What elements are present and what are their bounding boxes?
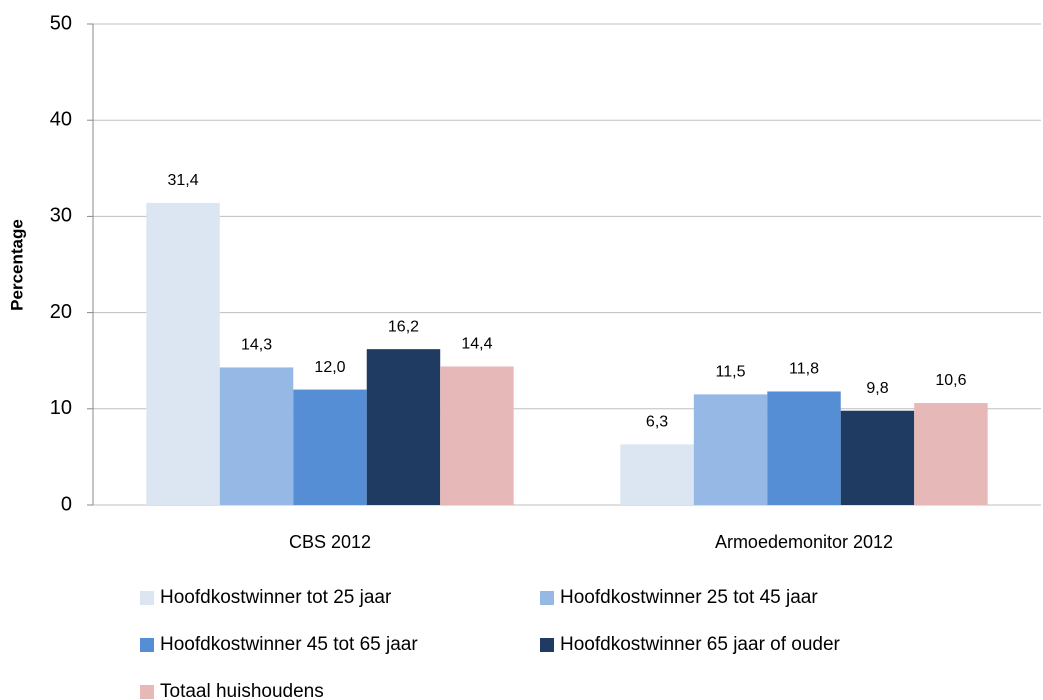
y-tick-label: 50 [50, 12, 72, 34]
data-label: 14,4 [461, 336, 492, 353]
bar [767, 391, 841, 505]
legend-swatch [140, 638, 154, 652]
data-label: 11,5 [716, 364, 746, 381]
data-label: 10,6 [935, 372, 966, 389]
y-tick-label: 0 [61, 493, 72, 515]
legend-swatch [140, 591, 154, 605]
data-label: 14,3 [241, 337, 272, 354]
y-tick-label: 10 [50, 397, 72, 419]
legend-label: Totaal huishoudens [160, 681, 324, 700]
x-tick-label: Armoedemonitor 2012 [715, 532, 893, 552]
data-label: 9,8 [866, 380, 888, 397]
bar [914, 403, 988, 505]
bar [293, 389, 367, 505]
legend-swatch [540, 638, 554, 652]
bar [219, 367, 294, 505]
data-label: 6,3 [646, 414, 668, 431]
bar [620, 444, 694, 505]
legend-label: Hoofdkostwinner 65 jaar of ouder [560, 634, 841, 655]
y-tick-label: 40 [50, 108, 72, 130]
data-label: 12,0 [314, 359, 345, 376]
y-axis-title: Percentage [7, 219, 26, 311]
data-label: 31,4 [167, 172, 198, 189]
bar [440, 366, 514, 505]
legend-label: Hoofdkostwinner 25 tot 45 jaar [560, 587, 818, 608]
data-label: 16,2 [388, 318, 419, 335]
data-label: 11,8 [789, 361, 819, 378]
bar [840, 410, 915, 505]
legend-swatch [140, 685, 154, 699]
bar [146, 202, 220, 505]
y-tick-label: 20 [50, 301, 72, 323]
legend-label: Hoofdkostwinner 45 tot 65 jaar [160, 634, 418, 655]
y-tick-label: 30 [50, 205, 72, 227]
x-tick-label: CBS 2012 [289, 532, 371, 552]
legend-swatch [540, 591, 554, 605]
legend-label: Hoofdkostwinner tot 25 jaar [160, 587, 392, 608]
bar [693, 394, 768, 505]
bar [366, 349, 441, 505]
